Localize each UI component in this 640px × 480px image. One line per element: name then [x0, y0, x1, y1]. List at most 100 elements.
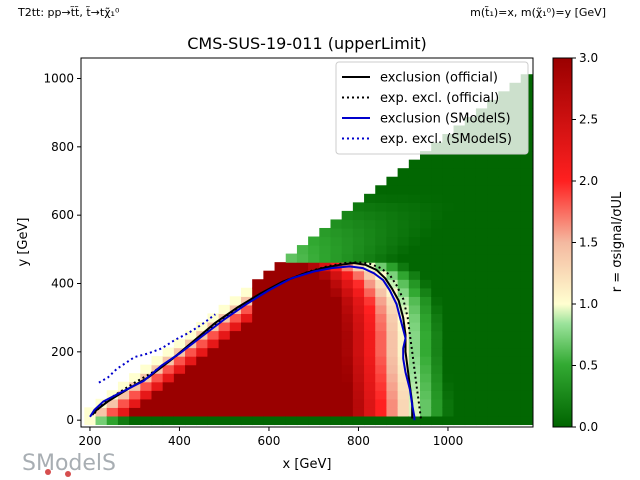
heatmap-cell [352, 398, 365, 408]
heatmap-cell [285, 381, 298, 391]
heatmap-cell [140, 364, 153, 374]
heatmap-cell [207, 373, 220, 383]
heatmap-cell [296, 253, 309, 263]
heatmap-cell [498, 381, 511, 391]
heatmap-cell [330, 390, 343, 400]
heatmap-cell [487, 185, 499, 195]
heatmap-cell [296, 373, 309, 383]
heatmap-cell [442, 339, 455, 349]
heatmap-cell [364, 279, 376, 289]
heatmap-cell [420, 202, 432, 212]
heatmap-cell [386, 339, 399, 349]
heatmap-cell [117, 407, 130, 417]
heatmap-cell [475, 373, 488, 383]
heatmap-cell [330, 330, 343, 340]
heatmap-cell [375, 415, 388, 426]
heatmap-cell [498, 304, 511, 314]
heatmap-cell [475, 390, 488, 400]
heatmap-cell [453, 304, 466, 314]
x-tick-label: 1000 [433, 434, 464, 448]
heatmap-cell [420, 159, 432, 169]
heatmap-cell [162, 415, 175, 426]
heatmap-cell [240, 364, 253, 374]
heatmap-cell [453, 330, 466, 340]
heatmap-cell [487, 262, 499, 272]
heatmap-cell [498, 253, 511, 263]
heatmap-cell [498, 168, 511, 178]
heatmap-cell [285, 313, 298, 323]
heatmap-cell [352, 202, 365, 212]
heatmap-cell [386, 321, 399, 332]
heatmap-cell [442, 364, 455, 374]
heatmap-cell [520, 364, 533, 374]
heatmap-cell [341, 356, 354, 366]
y-tick-label: 1000 [43, 72, 74, 86]
heatmap-cell [207, 330, 220, 340]
heatmap-cell [263, 390, 276, 400]
heatmap-cell [431, 176, 443, 186]
heatmap-cell [520, 381, 533, 391]
heatmap-cell [330, 287, 343, 297]
heatmap-cell [330, 407, 343, 417]
heatmap-cell [308, 407, 320, 417]
heatmap-cell [308, 364, 320, 374]
heatmap-cell [498, 193, 511, 203]
heatmap-cell [509, 270, 522, 280]
heatmap-cell [520, 304, 533, 314]
heatmap-cell [185, 373, 197, 383]
colorbar-tick-label: 2.5 [579, 113, 598, 127]
heatmap-cell [319, 364, 332, 374]
heatmap-cell [173, 415, 186, 426]
heatmap-cell [487, 287, 499, 297]
heatmap-cell [464, 193, 477, 203]
heatmap-cell [431, 210, 443, 221]
heatmap-cell [453, 347, 466, 357]
y-tick-label: 800 [51, 140, 74, 154]
heatmap-cell [475, 347, 488, 357]
smodels-logo: SModelS [22, 451, 116, 477]
heatmap-cell [520, 321, 533, 332]
heatmap-cell [341, 407, 354, 417]
heatmap-cell [129, 415, 141, 426]
y-tick-label: 200 [51, 345, 74, 359]
heatmap-cell [498, 296, 511, 306]
heatmap-cell [509, 407, 522, 417]
heatmap-cell [453, 313, 466, 323]
heatmap-cell [252, 313, 264, 323]
heatmap-cell [509, 151, 522, 161]
heatmap-cell [274, 304, 287, 314]
heatmap-cell [520, 219, 533, 229]
heatmap-cell [408, 210, 421, 221]
heatmap-cell [442, 390, 455, 400]
heatmap-cell [498, 210, 511, 221]
heatmap-cell [431, 270, 443, 280]
heatmap-cell [274, 313, 287, 323]
heatmap-cell [285, 356, 298, 366]
heatmap-cell [263, 407, 276, 417]
heatmap-cell [442, 151, 455, 161]
heatmap-cell [296, 381, 309, 391]
heatmap-cell [330, 415, 343, 426]
heatmap-cell [308, 270, 320, 280]
heatmap-cell [397, 168, 410, 178]
heatmap-cell [352, 253, 365, 263]
heatmap-cell [341, 398, 354, 408]
heatmap-cell [420, 330, 432, 340]
heatmap-cell [364, 193, 376, 203]
heatmap-cell [453, 287, 466, 297]
heatmap-cell [498, 227, 511, 238]
heatmap-cell [330, 339, 343, 349]
heatmap-cell [509, 193, 522, 203]
heatmap-cell [475, 356, 488, 366]
heatmap-cell [498, 159, 511, 169]
heatmap-cell [520, 279, 533, 289]
heatmap-cell [408, 398, 421, 408]
heatmap-cell [330, 219, 343, 229]
heatmap-cell [498, 236, 511, 246]
heatmap-cell [173, 364, 186, 374]
heatmap-cell [386, 330, 399, 340]
heatmap-cell [375, 253, 388, 263]
heatmap-cell [509, 176, 522, 186]
heatmap-cell [173, 407, 186, 417]
heatmap-cell [263, 373, 276, 383]
